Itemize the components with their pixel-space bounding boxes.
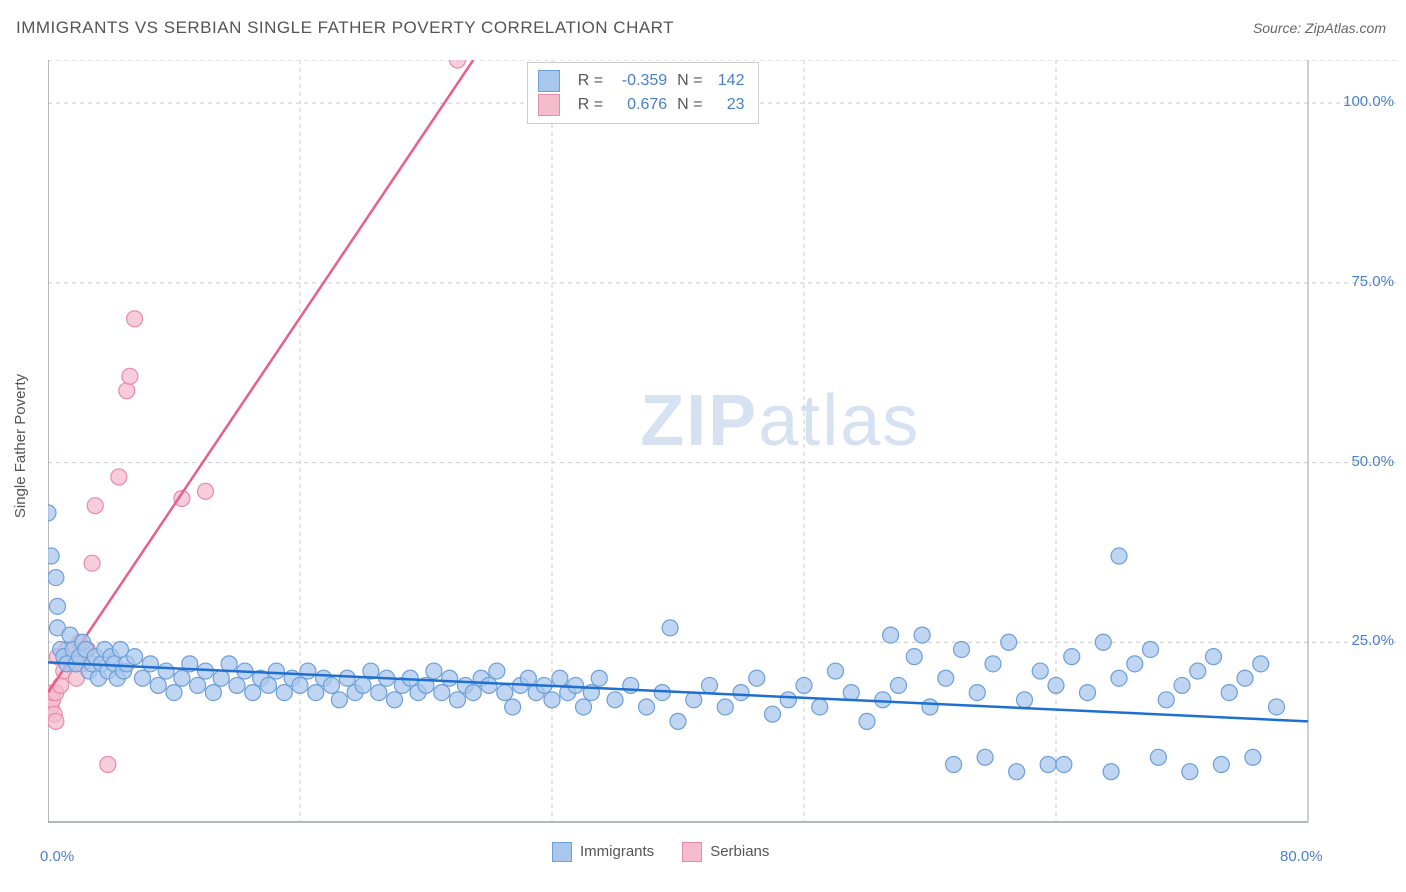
axis-tick-label: 50.0% [1351,453,1394,470]
legend-row-serbians: R = 0.676 N = 23 [538,93,745,117]
swatch-serbians [538,94,560,116]
n-label: N = [677,93,702,117]
legend-text: Immigrants [580,843,654,860]
n-label: N = [677,69,702,93]
legend-item-immigrants: Immigrants [552,842,654,862]
source-text: Source: ZipAtlas.com [1253,20,1386,36]
axis-tick-label: 0.0% [40,848,74,865]
legend-row-immigrants: R = -0.359 N = 142 [538,69,745,93]
y-axis-label: Single Father Poverty [12,374,29,518]
scatter-plot [48,60,1406,824]
legend-text: Serbians [710,843,769,860]
correlation-legend: R = -0.359 N = 142 R = 0.676 N = 23 [527,62,760,124]
r-label: R = [578,93,603,117]
r-value: 0.676 [613,93,667,117]
swatch-serbians [682,842,702,862]
n-value: 142 [712,69,744,93]
swatch-immigrants [552,842,572,862]
legend-item-serbians: Serbians [682,842,769,862]
chart-title: IMMIGRANTS VS SERBIAN SINGLE FATHER POVE… [16,18,674,38]
axis-tick-label: 75.0% [1351,273,1394,290]
r-label: R = [578,69,603,93]
swatch-immigrants [538,70,560,92]
axis-tick-label: 80.0% [1280,848,1323,865]
n-value: 23 [712,93,744,117]
r-value: -0.359 [613,69,667,93]
axis-tick-label: 100.0% [1343,93,1394,110]
axis-tick-label: 25.0% [1351,632,1394,649]
series-legend: Immigrants Serbians [552,842,769,862]
